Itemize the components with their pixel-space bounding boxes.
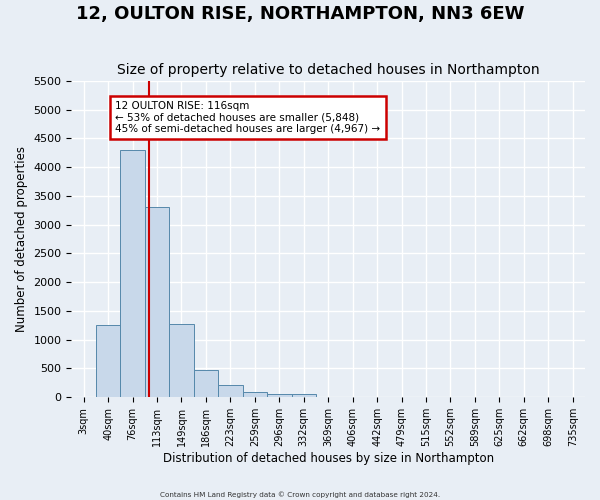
Bar <box>218 384 242 397</box>
Y-axis label: Number of detached properties: Number of detached properties <box>15 146 28 332</box>
X-axis label: Distribution of detached houses by size in Northampton: Distribution of detached houses by size … <box>163 452 494 465</box>
Bar <box>169 324 194 397</box>
Bar <box>194 370 218 397</box>
Bar <box>242 392 267 397</box>
Bar <box>121 150 145 397</box>
Bar <box>145 208 169 397</box>
Bar <box>267 394 292 397</box>
Text: 12, OULTON RISE, NORTHAMPTON, NN3 6EW: 12, OULTON RISE, NORTHAMPTON, NN3 6EW <box>76 5 524 23</box>
Text: Contains HM Land Registry data © Crown copyright and database right 2024.: Contains HM Land Registry data © Crown c… <box>160 492 440 498</box>
Title: Size of property relative to detached houses in Northampton: Size of property relative to detached ho… <box>117 63 539 77</box>
Bar <box>292 394 316 397</box>
Bar <box>96 326 121 397</box>
Text: 12 OULTON RISE: 116sqm
← 53% of detached houses are smaller (5,848)
45% of semi-: 12 OULTON RISE: 116sqm ← 53% of detached… <box>115 101 380 134</box>
